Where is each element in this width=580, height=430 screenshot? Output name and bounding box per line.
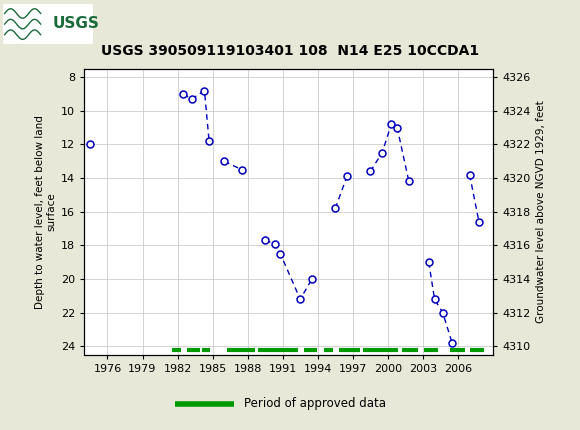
Y-axis label: Groundwater level above NGVD 1929, feet: Groundwater level above NGVD 1929, feet <box>536 100 546 323</box>
Y-axis label: Depth to water level, feet below land
surface: Depth to water level, feet below land su… <box>35 115 57 309</box>
Text: USGS: USGS <box>52 15 99 31</box>
Text: Period of approved data: Period of approved data <box>244 397 386 411</box>
Bar <box>3 4 93 44</box>
Text: USGS 390509119103401 108  N14 E25 10CCDA1: USGS 390509119103401 108 N14 E25 10CCDA1 <box>101 44 479 58</box>
